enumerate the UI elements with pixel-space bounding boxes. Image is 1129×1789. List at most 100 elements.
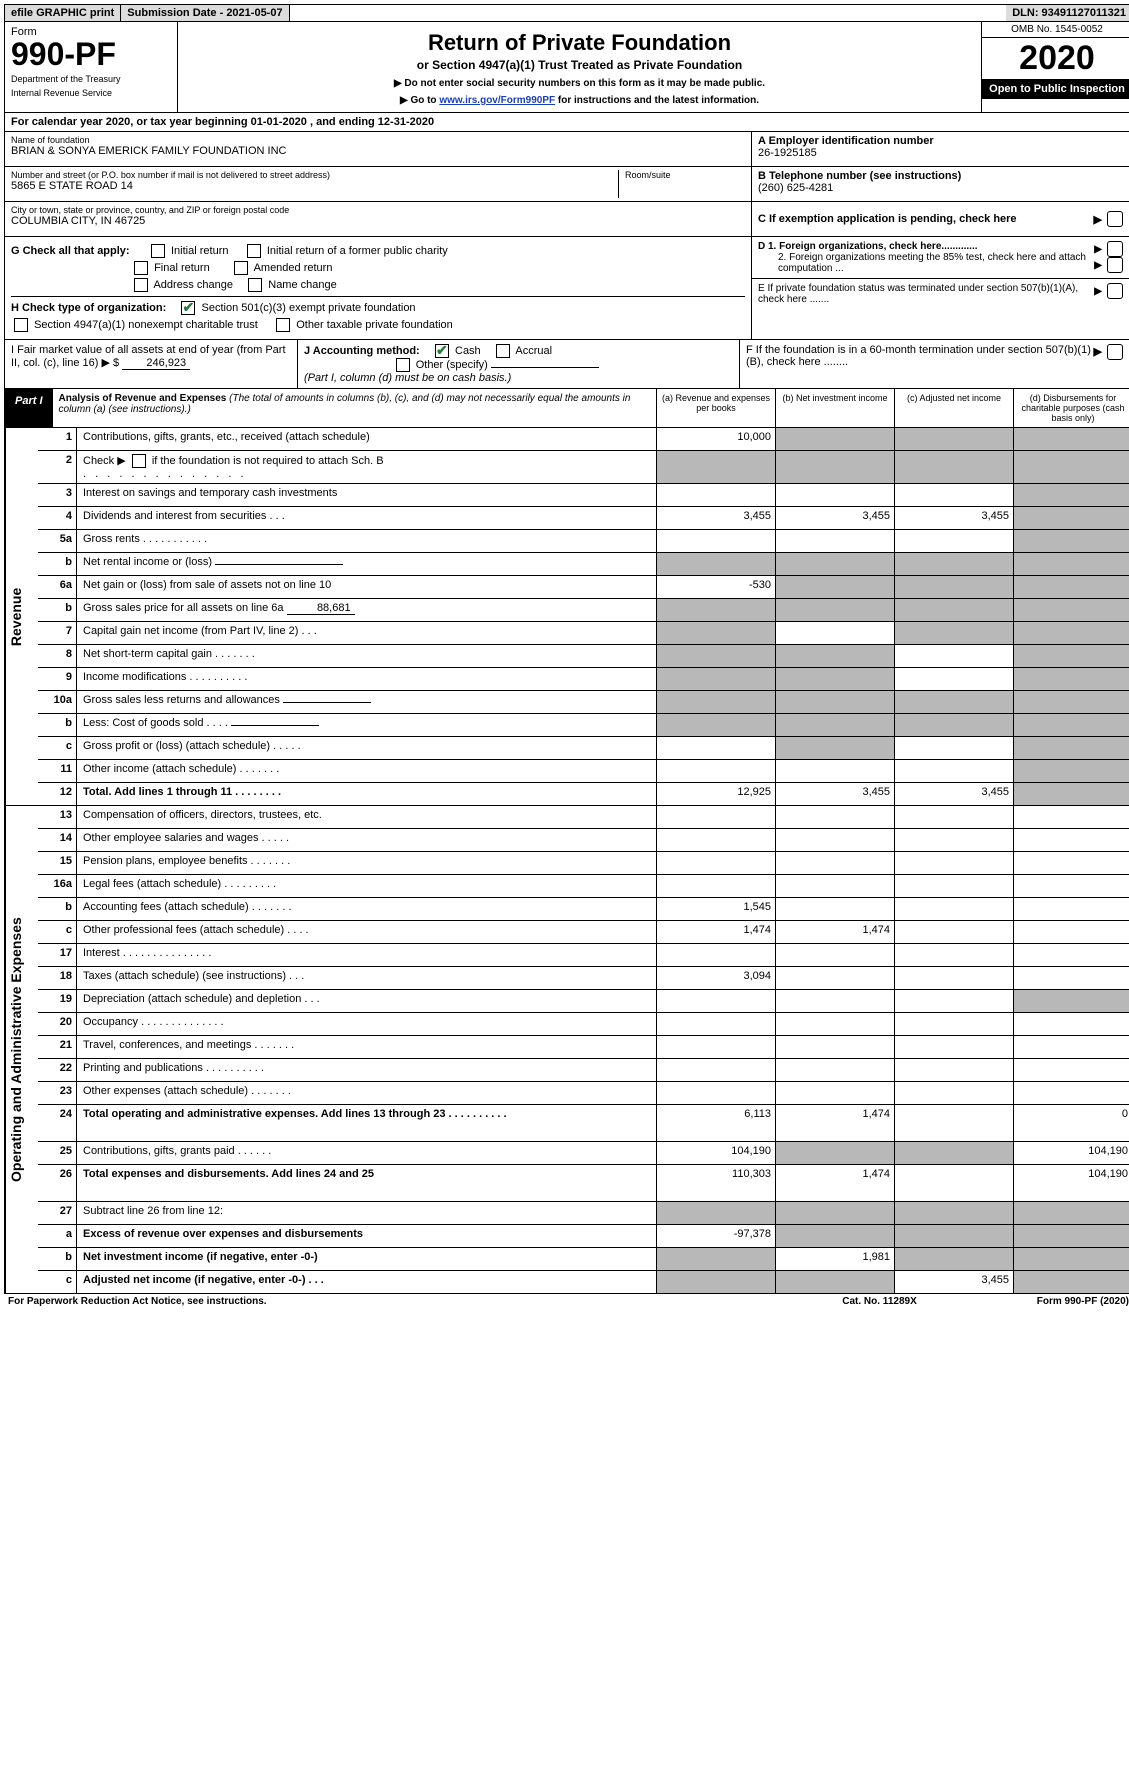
val-c (894, 829, 1013, 851)
val-d (1013, 990, 1129, 1012)
table-row: 25 Contributions, gifts, grants paid . .… (38, 1142, 1129, 1165)
city-label: City or town, state or province, country… (11, 205, 745, 215)
val-d (1013, 576, 1129, 598)
val-d (1013, 921, 1129, 943)
h-4947-checkbox[interactable] (14, 318, 28, 332)
dept-irs: Internal Revenue Service (11, 88, 171, 98)
foundation-name: BRIAN & SONYA EMERICK FAMILY FOUNDATION … (11, 145, 745, 157)
tax-year: 2020 (982, 38, 1129, 79)
gross-sales-less-field[interactable] (283, 702, 371, 703)
irs-link[interactable]: www.irs.gov/Form990PF (439, 95, 555, 106)
val-d (1013, 737, 1129, 759)
table-row: a Excess of revenue over expenses and di… (38, 1225, 1129, 1248)
g-address-checkbox[interactable] (134, 278, 148, 292)
city-cell: City or town, state or province, country… (5, 202, 751, 236)
j-cash-checkbox[interactable] (435, 344, 449, 358)
val-c (894, 1165, 1013, 1201)
val-c (894, 1142, 1013, 1164)
val-b (775, 530, 894, 552)
g-amended-checkbox[interactable] (234, 261, 248, 275)
table-row: 13 Compensation of officers, directors, … (38, 806, 1129, 829)
val-d (1013, 1271, 1129, 1293)
top-bar: efile GRAPHIC print Submission Date - 20… (4, 4, 1129, 22)
g-final-checkbox[interactable] (134, 261, 148, 275)
table-row: 22 Printing and publications . . . . . .… (38, 1059, 1129, 1082)
val-d (1013, 428, 1129, 450)
h-line: H Check type of organization: Section 50… (11, 296, 745, 315)
line-desc: Gross rents . . . . . . . . . . . (77, 530, 656, 552)
val-b (775, 553, 894, 575)
val-d (1013, 806, 1129, 828)
line-num: 11 (38, 760, 77, 782)
val-d (1013, 944, 1129, 966)
val-c (894, 806, 1013, 828)
dln: DLN: 93491127011321 (1006, 5, 1129, 21)
arrow-icon: ▶ (1094, 346, 1102, 358)
line-num: 14 (38, 829, 77, 851)
val-c (894, 691, 1013, 713)
val-a (656, 484, 775, 506)
table-row: 7 Capital gain net income (from Part IV,… (38, 622, 1129, 645)
j-accrual-checkbox[interactable] (496, 344, 510, 358)
header-right: OMB No. 1545-0052 2020 Open to Public In… (981, 22, 1129, 112)
arrow-icon: ▶ (1094, 260, 1102, 271)
val-a (656, 944, 775, 966)
val-d (1013, 484, 1129, 506)
g-name-checkbox[interactable] (248, 278, 262, 292)
expenses-side-label: Operating and Administrative Expenses (5, 806, 38, 1293)
g-line3: Address change Name change (11, 278, 745, 292)
cogs-field[interactable] (231, 725, 319, 726)
line-desc: Occupancy . . . . . . . . . . . . . . (77, 1013, 656, 1035)
j-other-field[interactable] (491, 367, 599, 368)
ein-value: 26-1925185 (758, 147, 1126, 159)
col-a-head: (a) Revenue and expenses per books (656, 389, 775, 427)
val-c (894, 645, 1013, 667)
line-num: 19 (38, 990, 77, 1012)
j-other-checkbox[interactable] (396, 358, 410, 372)
ein-cell: A Employer identification number 26-1925… (752, 132, 1129, 167)
notice-goto: ▶ Go to www.irs.gov/Form990PF for instru… (184, 95, 975, 106)
line-num: 27 (38, 1202, 77, 1224)
val-c (894, 1248, 1013, 1270)
val-c (894, 921, 1013, 943)
omb-number: OMB No. 1545-0052 (982, 22, 1129, 38)
val-a (656, 1248, 775, 1270)
val-c (894, 737, 1013, 759)
table-row: 6a Net gain or (loss) from sale of asset… (38, 576, 1129, 599)
g-initial-checkbox[interactable] (151, 244, 165, 258)
e-checkbox[interactable] (1107, 283, 1123, 299)
line-desc: Dividends and interest from securities .… (77, 507, 656, 529)
part1-desc: Analysis of Revenue and Expenses (The to… (53, 389, 656, 427)
h-4947: Section 4947(a)(1) nonexempt charitable … (34, 319, 258, 331)
schb-checkbox[interactable] (132, 454, 146, 468)
line-desc: Gross sales less returns and allowances (77, 691, 656, 713)
val-a: 1,474 (656, 921, 775, 943)
d1-checkbox[interactable] (1107, 241, 1123, 257)
f-checkbox[interactable] (1107, 344, 1123, 360)
val-b (775, 944, 894, 966)
d2-checkbox[interactable] (1107, 257, 1123, 273)
h-501c3-checkbox[interactable] (181, 301, 195, 315)
val-d (1013, 645, 1129, 667)
g-initial-former-checkbox[interactable] (247, 244, 261, 258)
rental-field[interactable] (215, 564, 343, 565)
line-desc: Total. Add lines 1 through 11 . . . . . … (77, 783, 656, 805)
val-d (1013, 622, 1129, 644)
gross-sales-field: 88,681 (287, 602, 355, 615)
arrow-icon: ▶ (1094, 286, 1102, 297)
line-num: 6a (38, 576, 77, 598)
line-desc: Taxes (attach schedule) (see instruction… (77, 967, 656, 989)
phone-value: (260) 625-4281 (758, 182, 1126, 194)
footer-right: Form 990-PF (2020) (1037, 1296, 1129, 1307)
line-desc: Income modifications . . . . . . . . . . (77, 668, 656, 690)
val-d (1013, 1059, 1129, 1081)
form-header: Form 990-PF Department of the Treasury I… (4, 22, 1129, 113)
table-row: 20 Occupancy . . . . . . . . . . . . . . (38, 1013, 1129, 1036)
h-other-checkbox[interactable] (276, 318, 290, 332)
table-row: c Other professional fees (attach schedu… (38, 921, 1129, 944)
val-a: 12,925 (656, 783, 775, 805)
val-d (1013, 875, 1129, 897)
val-b (775, 484, 894, 506)
c-checkbox[interactable] (1107, 211, 1123, 227)
line-num: 24 (38, 1105, 77, 1141)
